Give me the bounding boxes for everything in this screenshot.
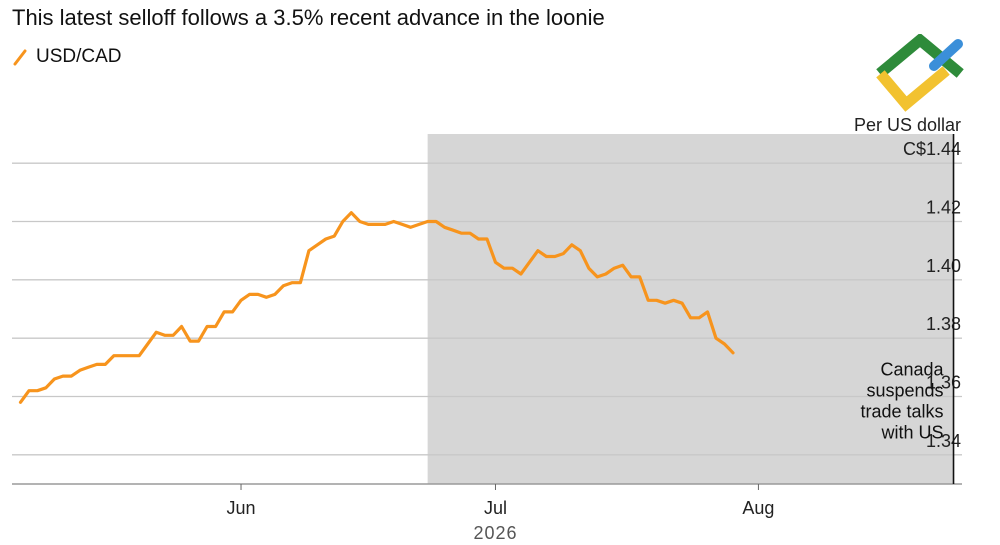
y-tick-label: 1.42: [926, 198, 961, 218]
x-tick-label: Jun: [227, 498, 256, 518]
event-annotation-line: suspends: [866, 380, 943, 400]
x-tick-label: Aug: [742, 498, 774, 518]
legend: USD/CAD: [12, 46, 122, 68]
x-axis-year-label: 2026: [473, 523, 517, 543]
y-tick-label: 1.34: [926, 431, 961, 451]
y-tick-label: C$1.44: [903, 139, 961, 159]
legend-label: USD/CAD: [36, 46, 122, 67]
x-tick-label: Jul: [484, 498, 507, 518]
event-annotation-line: trade talks: [860, 401, 943, 421]
event-annotation-line: Canada: [880, 359, 944, 379]
series-line-usd-cad: [18, 211, 735, 404]
trading-logo-icon: [876, 34, 964, 112]
unit-label: Per US dollar: [854, 115, 961, 135]
y-tick-label: 1.38: [926, 314, 961, 334]
shaded-period: [427, 134, 954, 484]
y-tick-label: 1.40: [926, 256, 961, 276]
event-annotation-line: with US: [881, 422, 944, 442]
legend-swatch-icon: [13, 49, 27, 66]
y-tick-label: 1.36: [926, 373, 961, 393]
chart-title: This latest selloff follows a 3.5% recen…: [12, 5, 605, 30]
